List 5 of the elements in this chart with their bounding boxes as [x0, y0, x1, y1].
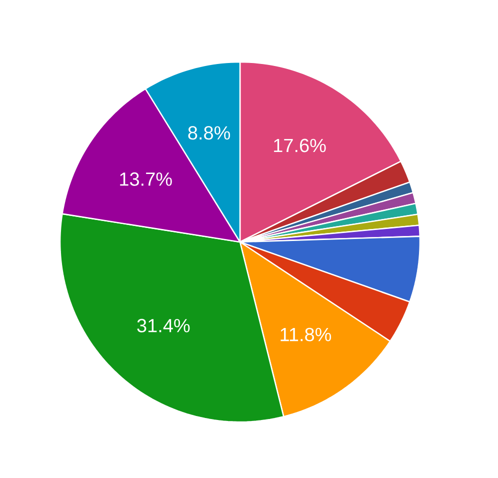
data-label: 31.4% [137, 318, 190, 332]
data-label: 13.7% [120, 172, 172, 186]
data-label: 8.8% [188, 126, 230, 140]
data-label: 11.8% [280, 328, 332, 342]
data-label: 17.6% [274, 138, 326, 152]
